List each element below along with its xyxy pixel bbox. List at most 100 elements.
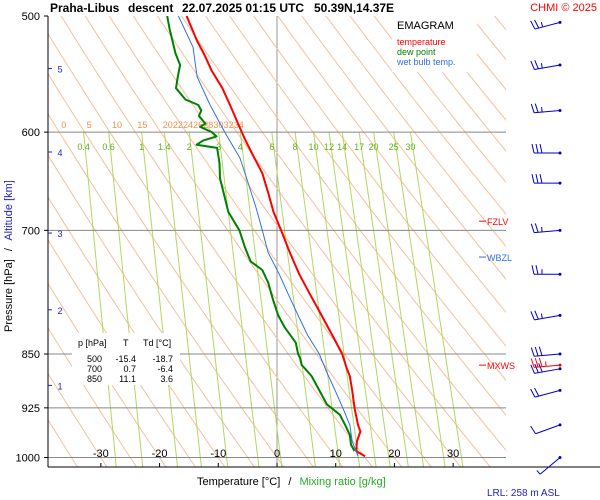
wind-barb-base <box>558 313 562 317</box>
dry-adiabat <box>493 16 506 31</box>
dry-adiabat <box>373 16 506 184</box>
wind-barb-base <box>558 109 562 113</box>
table-row-850-td: 3.6 <box>160 374 173 384</box>
table-row-700-td: -6.4 <box>157 364 173 374</box>
dry-adiabat <box>60 16 373 467</box>
dry-adiabat <box>48 327 138 467</box>
wind-barb-feather <box>530 358 535 368</box>
wind-barb-feather <box>531 174 535 184</box>
wind-barb-staff <box>534 229 561 234</box>
wind-barb-base <box>558 456 562 460</box>
dry-adiabat <box>204 16 506 416</box>
mixing-ratio-line <box>341 132 391 467</box>
wind-barb-feather <box>534 310 539 320</box>
dry-adiabat-label: 28 <box>203 120 213 130</box>
dry-adiabat <box>48 372 108 467</box>
level-label: WBZL <box>487 253 512 263</box>
altitude-axis-label: Altitude [km] <box>3 180 15 241</box>
wind-barb-feather <box>534 346 539 357</box>
altitude-tick-label: 2 <box>57 306 62 316</box>
wind-barb-feather <box>534 103 539 113</box>
wind-barb-base <box>558 272 562 276</box>
wind-barb-staff <box>534 21 561 30</box>
wind-barb-base <box>558 367 562 371</box>
mixing-ratio-lines: 0.4 0.6 1 1.4 2 3 4 6 8 10 12 14 17 20 25 30 <box>77 132 464 467</box>
wind-barb <box>530 387 562 398</box>
wind-barb-staff <box>534 389 561 398</box>
mixing-ratio-label: 6 <box>269 142 274 152</box>
dry-adiabat-label: 20 <box>163 120 173 130</box>
data-table-box <box>72 333 180 385</box>
dry-adiabat <box>48 239 196 467</box>
wind-barb-staff <box>534 64 561 71</box>
dry-adiabat-label: 26 <box>193 120 203 130</box>
dry-adiabat <box>397 16 506 152</box>
mixing-ratio-label: 2 <box>187 142 192 152</box>
wind-barb-feather <box>539 174 543 184</box>
dry-adiabat <box>556 3 600 470</box>
profile-wet-bulb <box>177 15 359 457</box>
wind-barbs <box>530 19 562 475</box>
mixing-ratio-line <box>358 132 409 467</box>
legend: EMAGRAM temperature dew point wet bulb t… <box>392 16 477 72</box>
dry-adiabat <box>48 113 285 467</box>
level-label: FZLV <box>487 217 508 227</box>
wind-barb-feather <box>530 223 535 233</box>
x-tick-label: -30 <box>93 448 109 460</box>
lrl-label: LRL: 258 m ASL <box>487 488 560 499</box>
wind-barb-feather <box>534 60 539 70</box>
mixing-ratio-label: 25 <box>389 142 399 152</box>
wind-barb <box>530 19 562 30</box>
wind-barb-feather <box>534 19 540 29</box>
pressure-tick-label: 500 <box>22 11 40 23</box>
dry-adiabat-label: 10 <box>112 120 122 130</box>
wind-barb-base <box>558 363 562 367</box>
mixing-ratio-label: 20 <box>369 142 379 152</box>
dry-adiabat <box>532 3 600 470</box>
mixing-ratio-line <box>373 132 425 467</box>
wind-barb-feather <box>531 265 535 275</box>
special-levels: FZLV WBZL MXWS <box>479 217 515 371</box>
x-tick-label: 30 <box>447 448 459 460</box>
wind-barb <box>530 103 562 114</box>
mixing-ratio-line <box>108 132 144 467</box>
wind-barb-base <box>558 63 562 67</box>
wind-barb-staff <box>534 110 561 114</box>
profiles <box>166 15 366 458</box>
table-row-500-t: -15.4 <box>115 354 136 364</box>
copyright: CHMI © 2025 <box>530 2 597 14</box>
mixing-ratio-line <box>188 132 229 467</box>
pressure-tick-label: 700 <box>22 225 40 237</box>
wind-barb-staff <box>534 364 561 368</box>
x-tick-label: -20 <box>152 448 168 460</box>
wind-barb-feather <box>531 143 535 154</box>
wind-barb-base <box>558 151 562 155</box>
station-coords: 50.39N,14.37E <box>314 1 394 15</box>
wind-barb <box>536 456 562 475</box>
table-row-700-t: 0.7 <box>123 364 136 374</box>
mixing-ratio-label: 30 <box>405 142 415 152</box>
wind-barb <box>531 143 562 155</box>
wind-barb-base <box>558 181 562 185</box>
dry-adiabat <box>48 72 314 467</box>
dry-adiabat <box>108 16 432 467</box>
level-label: MXWS <box>487 361 515 371</box>
wind-barb-feather <box>530 103 535 113</box>
dry-adiabat-label: 5 <box>87 120 92 130</box>
wind-barb-base <box>558 352 562 356</box>
legend-wet-bulb: wet bulb temp. <box>396 57 456 67</box>
profile-dew-point <box>166 15 356 452</box>
dry-adiabat <box>421 16 506 121</box>
wind-barb <box>530 363 562 374</box>
legend-temperature: temperature <box>397 37 446 47</box>
dry-adiabat-label: 15 <box>137 120 147 130</box>
wind-barb-base <box>558 228 562 232</box>
mixing-ratio-line <box>313 132 361 467</box>
wind-barb-feather <box>535 265 539 275</box>
wind-barb <box>531 265 562 276</box>
dry-adiabat <box>156 16 491 467</box>
wind-barb-staff <box>539 457 561 475</box>
table-row-500-p: 500 <box>87 354 102 364</box>
wind-barb-feather <box>530 60 535 70</box>
